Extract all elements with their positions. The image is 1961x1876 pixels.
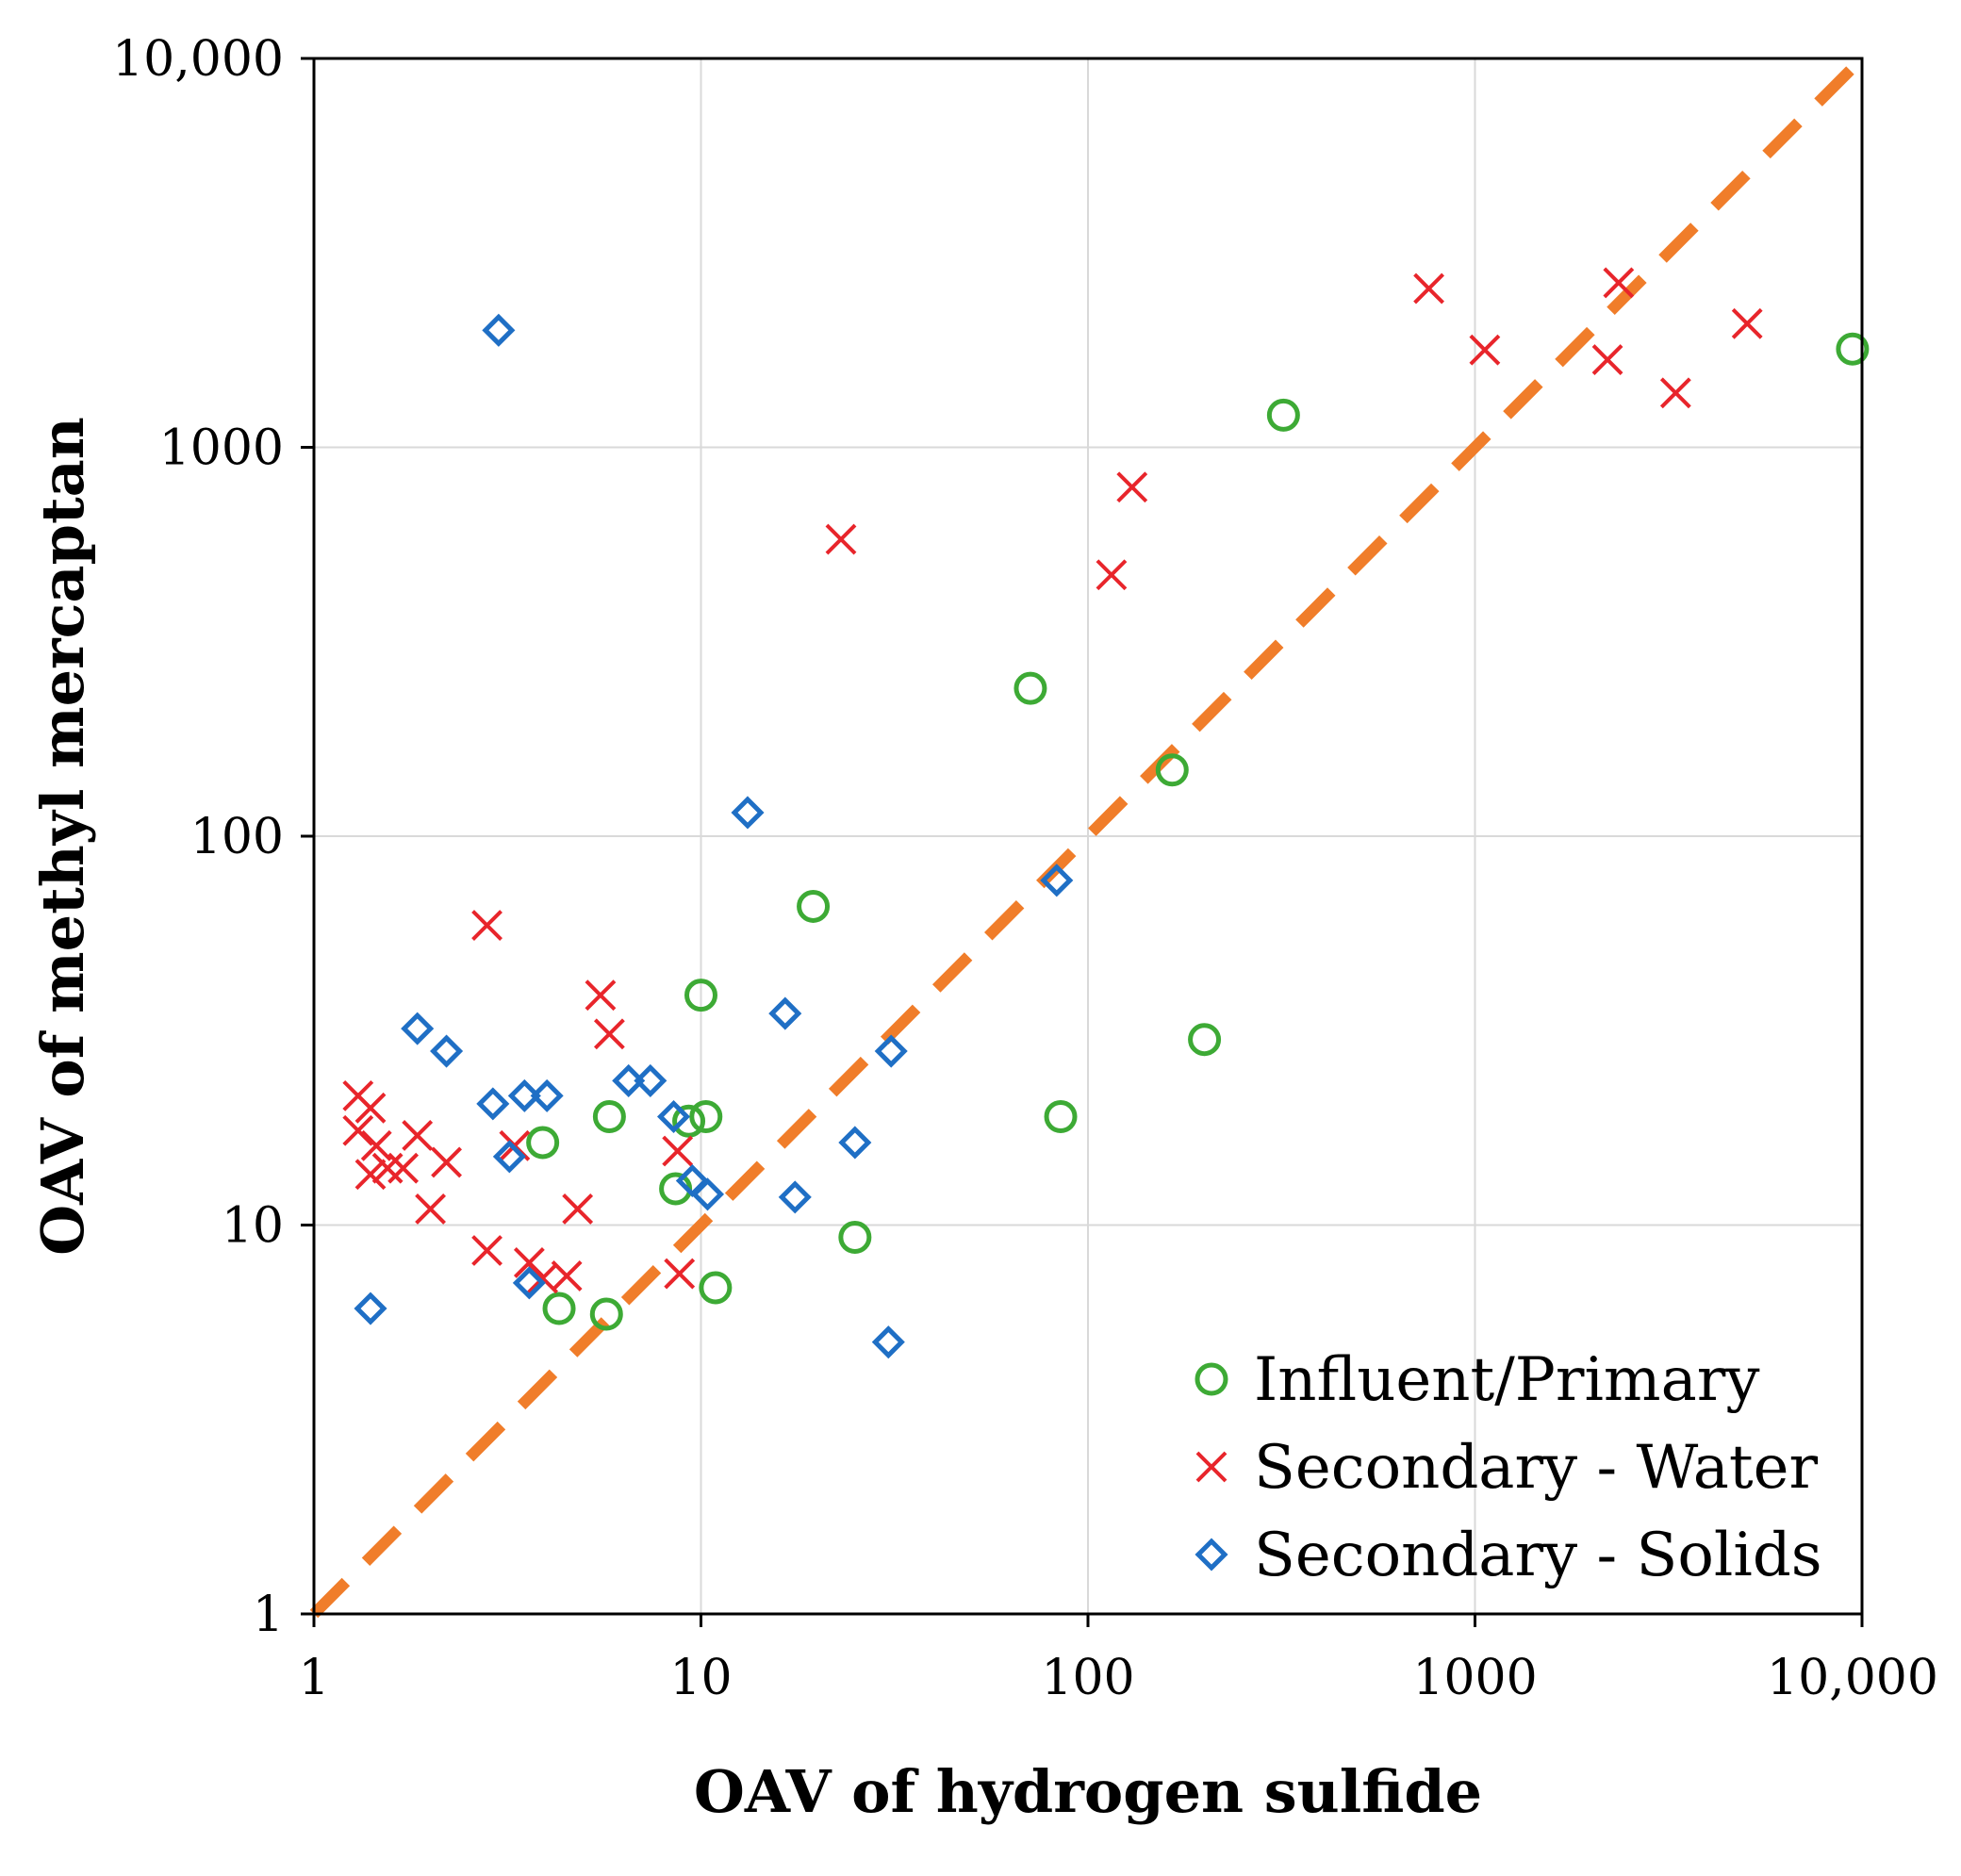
data-point-secondary-water — [471, 1235, 503, 1266]
data-point-influent-primary — [689, 1100, 723, 1134]
data-point-secondary-water — [1659, 377, 1691, 409]
y-tick-label: 1000 — [159, 420, 284, 477]
legend-marker-influent-primary — [1195, 1362, 1228, 1396]
data-point-influent-primary — [1155, 753, 1189, 787]
data-point-secondary-water — [360, 1129, 392, 1161]
x-tick-label: 10,000 — [1767, 1650, 1938, 1706]
data-point-secondary-water — [585, 979, 617, 1012]
data-point-secondary-water — [1096, 559, 1128, 591]
data-point-secondary-water — [415, 1193, 446, 1225]
x-tick-label: 1000 — [1412, 1650, 1537, 1706]
data-point-secondary-water — [593, 1018, 625, 1050]
data-point-secondary-solids — [530, 1078, 564, 1112]
data-point-secondary-water — [371, 1152, 404, 1184]
data-point-influent-primary — [797, 889, 831, 923]
data-point-secondary-water — [1603, 267, 1635, 299]
data-point-secondary-solids — [401, 1012, 435, 1045]
x-tick-label: 100 — [1041, 1650, 1134, 1706]
data-point-influent-primary — [1836, 332, 1870, 366]
legend-marker-secondary-water — [1195, 1451, 1228, 1483]
legend-marker-secondary-solids — [1195, 1538, 1228, 1572]
legend-label-secondary-water: Secondary - Water — [1254, 1433, 1818, 1503]
data-point-secondary-solids — [871, 1325, 905, 1359]
series-secondary-solids — [354, 313, 1074, 1359]
series-influent-primary — [526, 332, 1870, 1331]
legend: Influent/Primary Secondary - Water Seconda… — [1195, 1345, 1822, 1590]
data-point-influent-primary — [589, 1297, 623, 1331]
y-axis-title: OAV of methyl mercaptan — [28, 417, 97, 1256]
data-point-secondary-water — [354, 1092, 387, 1124]
data-point-secondary-solids — [492, 1140, 526, 1174]
data-point-secondary-water — [1731, 307, 1763, 339]
data-point-secondary-solids — [768, 996, 802, 1030]
y-tick-label: 1 — [253, 1587, 284, 1643]
legend-label-secondary-solids: Secondary - Solids — [1254, 1521, 1822, 1590]
data-point-influent-primary — [699, 1271, 733, 1305]
data-point-secondary-water — [471, 910, 503, 941]
x-tick-label: 1 — [298, 1650, 329, 1706]
data-point-secondary-water — [527, 1262, 559, 1294]
tick-labels: 1 10 100 1000 10,000 1 10 100 1000 10,000 — [112, 31, 1938, 1706]
data-point-secondary-water — [1116, 471, 1148, 503]
data-point-secondary-solids — [482, 313, 516, 347]
data-point-influent-primary — [1044, 1100, 1078, 1134]
data-point-secondary-water — [1469, 334, 1501, 366]
data-point-secondary-water — [562, 1193, 594, 1225]
data-point-influent-primary — [838, 1221, 872, 1255]
data-point-influent-primary — [526, 1126, 560, 1160]
data-point-secondary-solids — [1040, 864, 1074, 897]
data-point-secondary-solids — [612, 1063, 646, 1097]
data-point-secondary-water — [1591, 344, 1623, 375]
y-tick-label: 100 — [190, 809, 284, 865]
data-point-influent-primary — [1188, 1023, 1222, 1057]
data-point-secondary-solids — [838, 1126, 872, 1160]
legend-label-influent-primary: Influent/Primary — [1254, 1345, 1760, 1415]
data-points — [342, 267, 1870, 1359]
data-point-secondary-water — [354, 1159, 387, 1191]
y-tick-label: 10 — [222, 1198, 284, 1255]
data-point-secondary-water — [662, 1135, 694, 1167]
data-point-influent-primary — [592, 1100, 626, 1134]
data-point-secondary-solids — [690, 1177, 725, 1211]
data-point-secondary-water — [664, 1258, 696, 1290]
data-point-secondary-solids — [354, 1292, 387, 1325]
data-point-secondary-solids — [731, 796, 765, 830]
data-point-influent-primary — [542, 1292, 576, 1325]
y-tick-label: 10,000 — [112, 31, 284, 88]
data-point-secondary-water — [342, 1114, 374, 1146]
data-point-secondary-water — [825, 523, 857, 555]
data-point-secondary-solids — [430, 1034, 464, 1068]
data-point-secondary-water — [402, 1120, 434, 1151]
data-point-influent-primary — [1013, 671, 1047, 705]
data-point-secondary-solids — [656, 1099, 691, 1134]
data-point-secondary-solids — [476, 1087, 510, 1121]
data-point-secondary-water — [551, 1260, 583, 1292]
data-point-secondary-solids — [507, 1078, 541, 1112]
data-point-secondary-water — [431, 1146, 462, 1178]
data-point-secondary-solids — [778, 1180, 812, 1214]
data-point-influent-primary — [684, 979, 717, 1012]
data-point-influent-primary — [672, 1104, 706, 1138]
series-secondary-water — [342, 267, 1763, 1294]
x-axis-title: OAV of hydrogen sulfide — [694, 1757, 1482, 1826]
data-point-secondary-water — [1413, 272, 1444, 304]
x-tick-label: 10 — [669, 1650, 732, 1706]
data-point-secondary-solids — [512, 1266, 546, 1300]
data-point-influent-primary — [1266, 398, 1300, 432]
data-point-secondary-solids — [634, 1063, 667, 1097]
data-point-secondary-solids — [874, 1034, 908, 1068]
data-point-secondary-water — [387, 1152, 420, 1184]
axis-ticks — [301, 57, 1864, 1627]
